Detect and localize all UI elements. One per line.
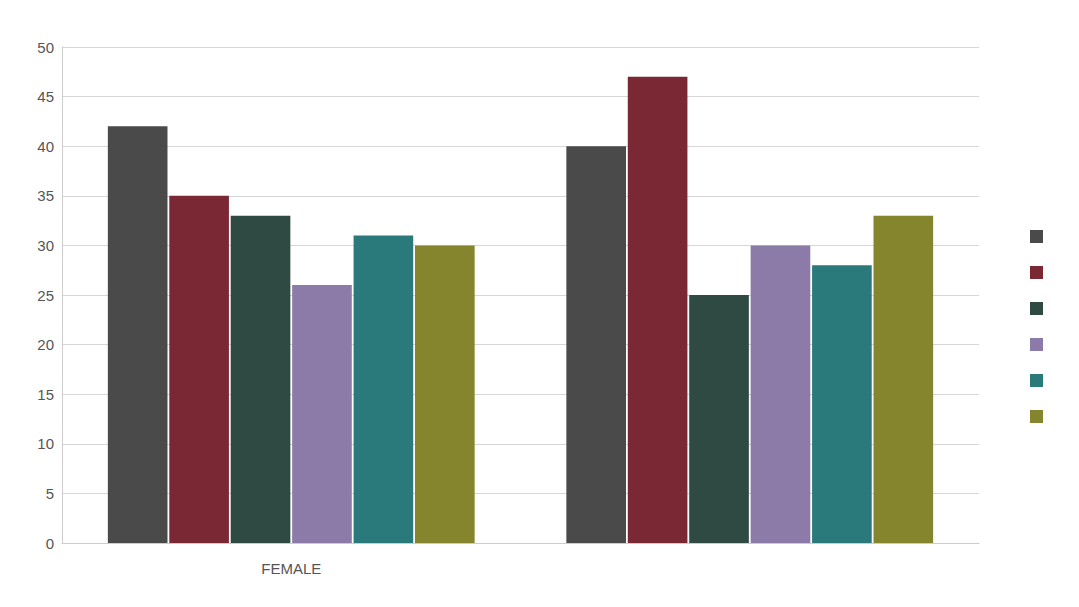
svg-text:50: 50 bbox=[37, 39, 54, 56]
svg-text:15: 15 bbox=[37, 386, 54, 403]
svg-text:20: 20 bbox=[37, 336, 54, 353]
svg-text:0: 0 bbox=[46, 535, 54, 552]
svg-text:40: 40 bbox=[37, 138, 54, 155]
svg-text:45: 45 bbox=[37, 88, 54, 105]
svg-text:35: 35 bbox=[37, 187, 54, 204]
svg-text:10: 10 bbox=[37, 435, 54, 452]
svg-text:5: 5 bbox=[46, 485, 54, 502]
svg-text:25: 25 bbox=[37, 287, 54, 304]
svg-text:30: 30 bbox=[37, 237, 54, 254]
svg-text:FEMALE: FEMALE bbox=[261, 560, 321, 577]
